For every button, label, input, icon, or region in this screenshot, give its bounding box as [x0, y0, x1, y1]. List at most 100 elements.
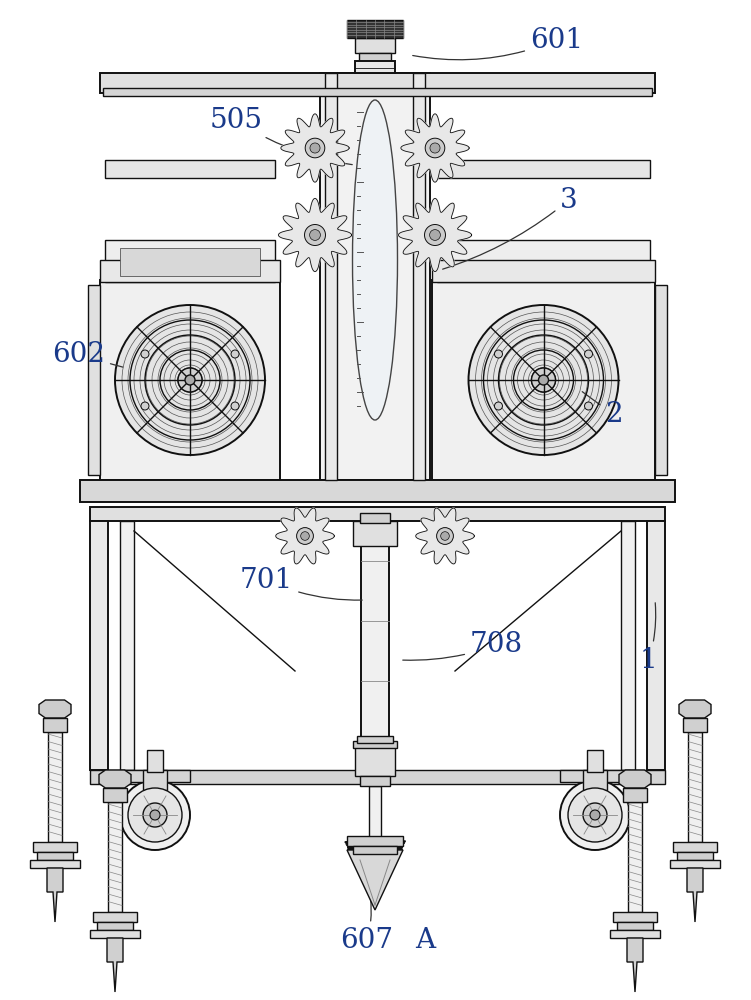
Bar — [90, 507, 665, 521]
Polygon shape — [401, 114, 469, 182]
Circle shape — [441, 532, 449, 540]
Bar — [355, 61, 395, 73]
Bar — [628, 802, 642, 912]
Bar — [677, 852, 713, 860]
Circle shape — [141, 350, 149, 358]
Circle shape — [583, 803, 607, 827]
Bar — [621, 521, 635, 770]
Bar — [683, 718, 707, 732]
Bar — [120, 770, 190, 782]
Bar — [587, 750, 603, 772]
Circle shape — [469, 305, 619, 455]
Bar — [347, 20, 403, 38]
Bar — [560, 770, 630, 782]
Bar — [617, 922, 653, 930]
Bar — [347, 836, 403, 846]
Circle shape — [231, 402, 239, 410]
Circle shape — [532, 368, 556, 392]
Bar — [105, 240, 275, 282]
Bar — [30, 860, 80, 868]
Bar — [103, 88, 652, 96]
Bar — [37, 852, 73, 860]
Bar — [93, 912, 137, 922]
Bar — [120, 521, 134, 770]
Circle shape — [178, 368, 202, 392]
Circle shape — [424, 225, 445, 245]
Bar — [437, 240, 650, 282]
Polygon shape — [619, 770, 651, 788]
Circle shape — [231, 350, 239, 358]
Circle shape — [120, 780, 190, 850]
Bar — [353, 521, 397, 546]
Bar — [432, 260, 655, 282]
Circle shape — [300, 532, 309, 540]
Circle shape — [494, 350, 502, 358]
Text: 2: 2 — [582, 392, 623, 428]
Polygon shape — [416, 508, 475, 564]
Polygon shape — [99, 770, 131, 788]
Bar — [100, 73, 655, 93]
Bar — [320, 73, 430, 480]
Bar — [355, 38, 395, 53]
Text: 601: 601 — [413, 26, 583, 60]
Circle shape — [590, 810, 600, 820]
Circle shape — [584, 402, 593, 410]
Text: 3: 3 — [442, 186, 578, 269]
Bar — [359, 53, 391, 61]
Bar — [100, 280, 280, 480]
Polygon shape — [107, 938, 123, 992]
Circle shape — [430, 230, 440, 240]
Bar — [688, 732, 702, 842]
Bar — [655, 285, 667, 475]
Circle shape — [297, 528, 313, 544]
Text: 602: 602 — [52, 342, 167, 379]
Bar — [43, 718, 67, 732]
Circle shape — [141, 402, 149, 410]
Polygon shape — [281, 114, 349, 182]
Bar — [623, 788, 647, 802]
Bar — [432, 280, 655, 480]
Text: 701: 701 — [240, 566, 362, 600]
Bar — [48, 732, 62, 842]
Bar — [120, 248, 260, 276]
Circle shape — [538, 375, 548, 385]
Bar — [369, 786, 381, 846]
Bar — [88, 285, 100, 475]
Circle shape — [143, 803, 167, 827]
Polygon shape — [279, 198, 351, 272]
Bar — [143, 770, 167, 790]
Circle shape — [128, 788, 182, 842]
Bar — [325, 73, 337, 480]
Bar — [147, 750, 163, 772]
Bar — [100, 260, 280, 282]
Bar — [360, 776, 390, 786]
Circle shape — [568, 788, 622, 842]
Bar — [353, 741, 397, 748]
Circle shape — [122, 312, 258, 448]
Text: A: A — [415, 926, 435, 954]
Circle shape — [309, 230, 321, 240]
Bar — [355, 746, 395, 776]
Bar — [360, 513, 390, 523]
Bar — [80, 480, 675, 502]
Circle shape — [584, 350, 593, 358]
Bar — [673, 842, 717, 852]
Bar — [583, 770, 607, 790]
Circle shape — [425, 138, 445, 158]
Bar — [90, 930, 140, 938]
Polygon shape — [687, 868, 703, 922]
Polygon shape — [347, 850, 403, 910]
Ellipse shape — [352, 100, 397, 420]
Circle shape — [305, 138, 324, 158]
Circle shape — [310, 143, 320, 153]
Bar — [33, 842, 77, 852]
Polygon shape — [627, 938, 643, 992]
Bar — [437, 160, 650, 178]
Circle shape — [304, 225, 325, 245]
Circle shape — [494, 402, 502, 410]
Circle shape — [560, 780, 630, 850]
Text: 1: 1 — [640, 603, 658, 674]
Bar — [361, 546, 389, 746]
Circle shape — [436, 528, 454, 544]
Polygon shape — [399, 198, 472, 272]
